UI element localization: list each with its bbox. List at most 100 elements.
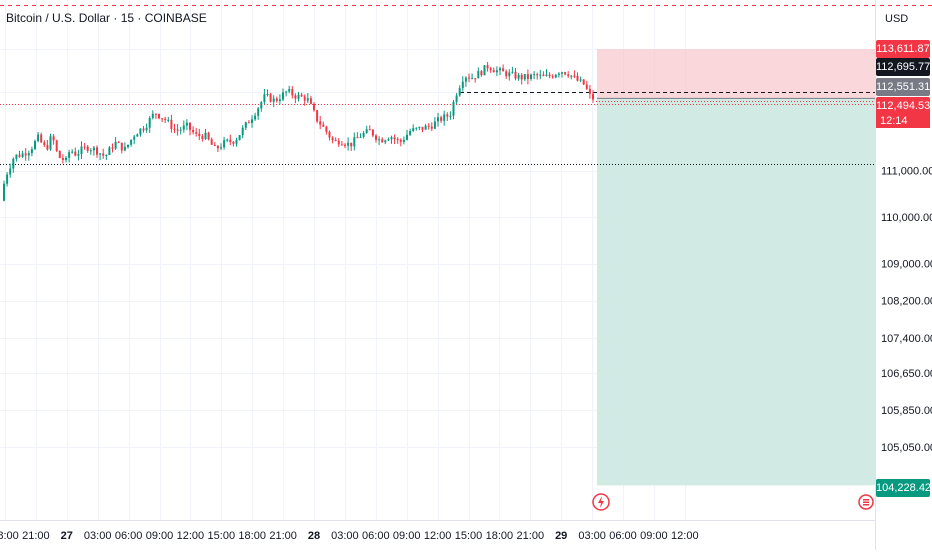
candle-up <box>452 101 455 116</box>
candle-up <box>288 89 291 92</box>
candle-up <box>511 71 514 73</box>
time-tick-label: 18:00 <box>238 530 266 542</box>
candle-up <box>30 149 33 154</box>
candle-down <box>334 140 337 142</box>
candle-up <box>226 139 229 141</box>
candle-up <box>409 130 412 135</box>
candle-up <box>461 81 464 89</box>
candle-down <box>585 84 588 89</box>
time-tick-label: 12:00 <box>671 530 699 542</box>
candle-down <box>520 74 523 80</box>
candle-up <box>37 134 40 142</box>
candle-down <box>582 79 585 85</box>
candle-down <box>328 131 331 138</box>
candle-down <box>154 113 157 115</box>
candle-up <box>80 146 83 155</box>
candle-down <box>291 89 294 96</box>
candle-up <box>285 91 288 93</box>
candle-down <box>430 126 433 129</box>
candle-up <box>108 147 111 155</box>
price-tick-label: 108,200.00 <box>881 296 932 308</box>
candle-up <box>235 140 238 144</box>
candle-up <box>148 117 151 128</box>
candle-up <box>402 139 405 142</box>
symbol-title[interactable]: Bitcoin / U.S. Dollar · 15 · COINBASE <box>6 11 207 25</box>
candle-down <box>269 93 272 102</box>
candle-down <box>319 121 322 125</box>
candle-up <box>244 122 247 128</box>
candle-up <box>297 94 300 99</box>
candle-down <box>86 146 89 151</box>
candle-up <box>412 128 415 131</box>
candle-down <box>468 77 470 79</box>
time-tick-label: 29 <box>555 530 567 542</box>
candle-up <box>464 77 467 82</box>
economic-event-icon[interactable] <box>857 493 875 511</box>
candle-down <box>536 74 539 76</box>
candle-up <box>362 132 365 137</box>
candle-up <box>272 98 275 102</box>
candle-down <box>371 129 374 136</box>
candle-down <box>176 129 179 131</box>
candle-up <box>89 150 92 152</box>
candle-down <box>192 129 195 133</box>
candle-up <box>406 134 408 140</box>
candle-up <box>114 141 117 149</box>
candle-down <box>18 154 21 157</box>
currency-label[interactable]: USD <box>885 13 909 25</box>
candle-down <box>303 96 306 101</box>
lightning-alert-icon[interactable] <box>591 492 611 512</box>
candle-down <box>551 76 554 78</box>
candle-up <box>539 74 542 76</box>
candle-down <box>275 98 278 102</box>
candle-down <box>356 137 359 139</box>
candle-down <box>548 74 551 77</box>
candle-down <box>40 134 43 143</box>
candle-up <box>278 99 281 102</box>
candle-down <box>55 140 58 151</box>
candle-down <box>489 68 492 71</box>
candle-up <box>204 132 207 139</box>
candle-up <box>167 119 170 121</box>
candle-up <box>92 147 95 151</box>
candle-up <box>424 125 427 130</box>
candle-down <box>567 74 570 77</box>
stop-loss-zone <box>597 49 875 99</box>
current-price-badge: 112,494.53 <box>876 97 930 115</box>
candle-up <box>499 68 501 71</box>
candle-down <box>229 139 232 142</box>
candle-up <box>145 127 148 131</box>
position-zones <box>597 49 875 486</box>
candle-up <box>282 92 284 100</box>
candle-up <box>508 72 511 77</box>
stop-price-badge: 113,611.87 <box>876 40 930 58</box>
candle-up <box>49 136 52 150</box>
candle-down <box>58 150 61 158</box>
candle-up <box>21 153 24 157</box>
candle-up <box>353 137 356 147</box>
candle-down <box>592 93 594 100</box>
time-tick-label: 21:00 <box>269 530 297 542</box>
candle-up <box>220 147 222 149</box>
candle-down <box>344 144 346 146</box>
candle-down <box>24 153 27 156</box>
candle-down <box>514 71 517 79</box>
candle-down <box>74 151 77 156</box>
candle-down <box>331 137 334 141</box>
candle-up <box>579 79 582 81</box>
candle-down <box>46 145 49 150</box>
candle-up <box>6 174 9 184</box>
candle-down <box>474 78 477 80</box>
target-price-badge: 104,228.42 <box>876 479 931 497</box>
candle-up <box>65 157 67 161</box>
candle-down <box>340 144 343 146</box>
candle-down <box>480 71 483 76</box>
candle-down <box>325 126 328 132</box>
candle-up <box>365 129 368 133</box>
price-tick-label: 111,000.00 <box>881 166 932 178</box>
candle-down <box>322 124 325 127</box>
price-tick-label: 105,850.00 <box>881 405 932 417</box>
price-tick-label: 109,000.00 <box>881 259 932 271</box>
